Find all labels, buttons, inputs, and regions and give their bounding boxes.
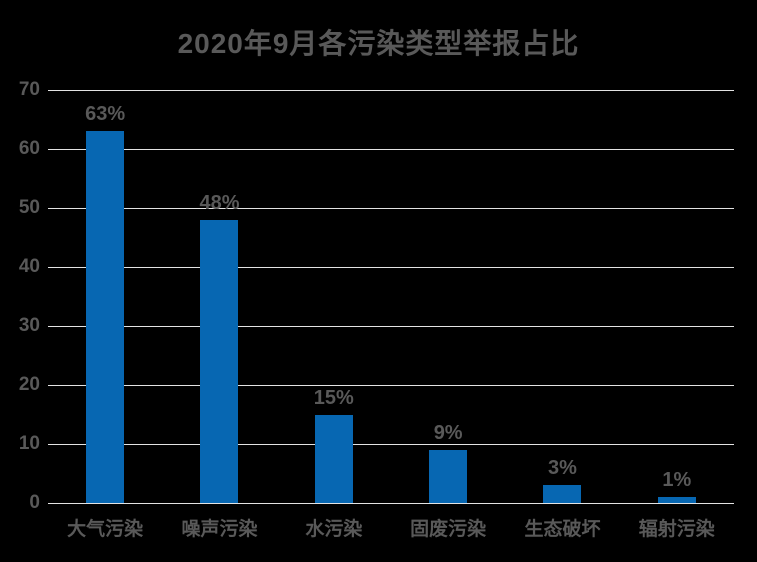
bar [429,449,468,503]
bar-value-label: 9% [433,421,463,444]
bar-slot: 3% [505,90,619,503]
gridline [48,267,734,268]
gridline [48,208,734,209]
bar-slot: 1% [620,90,734,503]
y-axis: 0 10 20 30 40 50 60 70 [0,0,40,562]
bar-slot: 15% [277,90,391,503]
bar-value-label: 15% [313,386,354,409]
x-category-label: 水污染 [305,519,363,540]
gridline [48,444,734,445]
bar-value-label: 48% [199,191,240,214]
x-category-label: 大气污染 [67,519,144,540]
y-tick-label: 60 [18,138,40,159]
x-category-label: 生态破坏 [524,519,601,540]
bar [86,131,125,503]
gridline [48,326,734,327]
gridline [48,149,734,150]
gridline [48,385,734,386]
bar-value-label: 1% [662,469,692,492]
bar [314,414,353,503]
y-tick-label: 10 [18,433,40,454]
bar-series: 63% 48% 15% 9% 3% 1% [48,90,734,503]
x-category-label: 噪声污染 [181,519,258,540]
y-tick-label: 0 [29,492,40,513]
x-category-label: 固废污染 [410,519,487,540]
gridline [48,503,734,504]
y-tick-label: 40 [18,256,40,277]
bar [543,485,582,503]
x-category-label: 辐射污染 [638,519,715,540]
x-axis: 大气污染 噪声污染 水污染 固废污染 生态破坏 辐射污染 [48,518,734,542]
bar [200,219,239,503]
bar-value-label: 3% [548,457,577,480]
y-tick-label: 20 [18,374,40,395]
plot-area: 63% 48% 15% 9% 3% 1% [48,90,734,504]
y-tick-label: 50 [18,197,40,218]
bar-slot: 48% [162,90,276,503]
bar-slot: 63% [48,90,162,503]
bar-slot: 9% [391,90,505,503]
y-tick-label: 30 [18,315,40,336]
gridline [48,90,734,91]
bar-value-label: 63% [85,103,126,126]
chart-title: 2020年9月各污染类型举报占比 [177,28,580,59]
y-tick-label: 70 [18,79,40,100]
bar [657,497,696,503]
